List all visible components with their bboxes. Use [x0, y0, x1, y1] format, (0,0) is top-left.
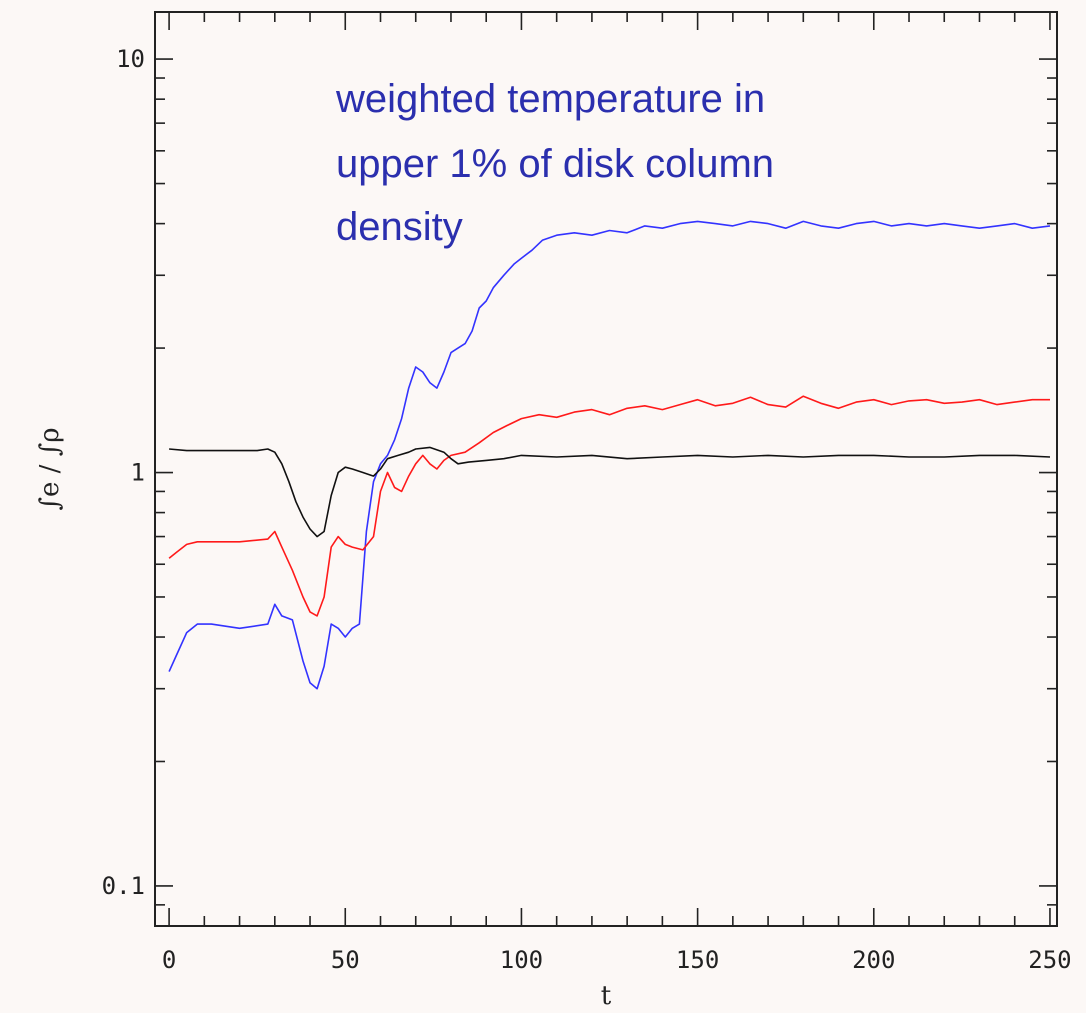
tick-marks [155, 12, 1057, 927]
x-tick-label: 0 [162, 946, 176, 974]
y-axis-label: ∫e / ∫ρ [35, 427, 65, 510]
x-tick-label: 50 [331, 946, 360, 974]
y-tick-label: 0.1 [102, 872, 145, 900]
x-axis-label: t [601, 981, 612, 1011]
y-tick-label: 1 [131, 459, 145, 487]
x-tick-label: 150 [676, 946, 719, 974]
tick-labels: 0 50 100 150 200 250 0.1 1 10 [102, 45, 1072, 974]
plot-frame [154, 11, 1058, 927]
annotation-line-2: upper 1% of disk column [336, 142, 774, 186]
x-tick-label: 100 [500, 946, 543, 974]
annotation-line-3: density [336, 205, 463, 249]
series-line-2 [169, 446, 1051, 538]
series-line-1 [168, 395, 1050, 617]
annotation-line-1: weighted temperature in [335, 77, 765, 121]
series-line-0 [168, 220, 1051, 690]
x-tick-label: 200 [852, 946, 895, 974]
x-tick-label: 250 [1028, 946, 1071, 974]
series-lines [168, 220, 1051, 690]
y-tick-label: 10 [116, 45, 145, 73]
